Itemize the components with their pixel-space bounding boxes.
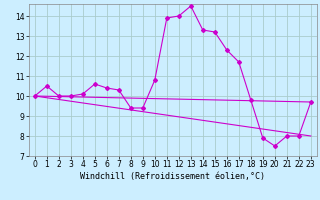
X-axis label: Windchill (Refroidissement éolien,°C): Windchill (Refroidissement éolien,°C) bbox=[80, 172, 265, 181]
